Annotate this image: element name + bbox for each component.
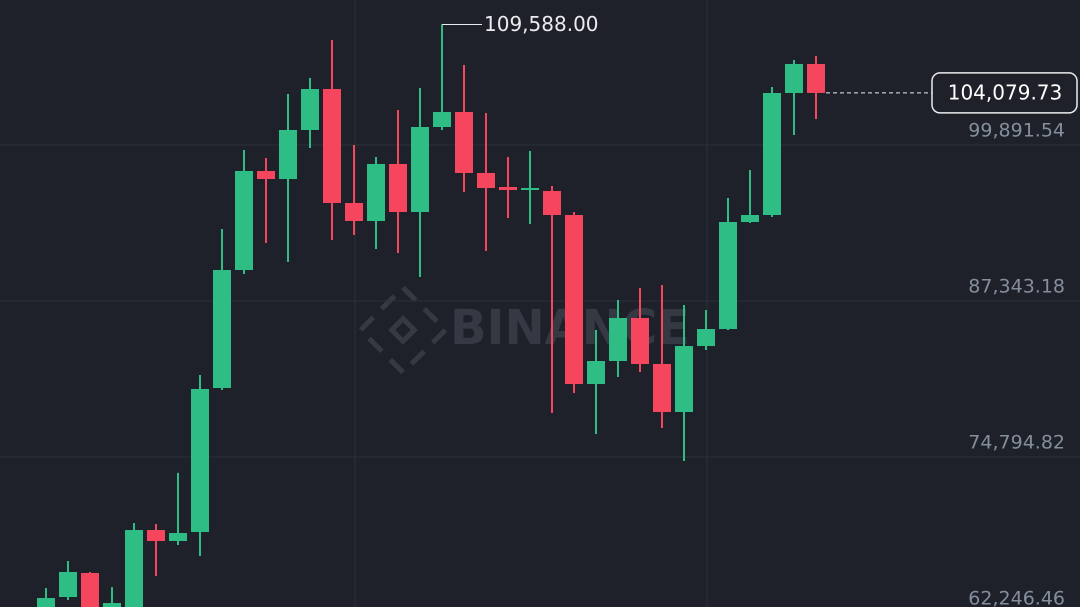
candle-body: [59, 572, 77, 598]
candle-body: [81, 573, 99, 607]
candle-body: [213, 270, 231, 389]
candle-body: [37, 598, 55, 607]
candle-body: [323, 89, 341, 204]
candle-body: [521, 188, 539, 191]
candle-body: [587, 361, 605, 385]
candle-body: [279, 130, 297, 180]
candle-body: [785, 63, 803, 94]
candle-body: [169, 533, 187, 542]
candle-body: [499, 187, 517, 191]
candle-body: [257, 171, 275, 180]
candle-body: [301, 89, 319, 131]
last-price-box: [931, 72, 1078, 114]
candle-body: [389, 164, 407, 213]
y-tick-label: 99,891.54: [968, 120, 1065, 142]
y-tick-label: 74,794.82: [968, 432, 1065, 454]
candle-body: [543, 191, 561, 216]
y-tick-label: 87,343.18: [968, 276, 1065, 298]
candle-body: [191, 389, 209, 533]
candle-body: [719, 222, 737, 330]
last-price-label: 104,079.73: [948, 80, 1063, 104]
candle-body: [147, 530, 165, 542]
candle-body: [697, 329, 715, 347]
candle-body: [565, 215, 583, 385]
candle-body: [675, 346, 693, 413]
candle-body: [807, 63, 825, 93]
candle-body: [367, 164, 385, 222]
candle-body: [609, 318, 627, 362]
candle-body: [345, 203, 363, 222]
candle-body: [455, 111, 473, 174]
y-tick-label: 62,246.46: [968, 588, 1065, 607]
candle-body: [631, 318, 649, 365]
candle-body: [411, 127, 429, 213]
candle-body: [235, 171, 253, 271]
candle-body: [741, 215, 759, 223]
candle-body: [125, 530, 143, 607]
candle-body: [103, 603, 121, 607]
candle-body: [433, 111, 451, 128]
high-marker-label: 109,588.00: [484, 12, 599, 36]
candle-body: [477, 173, 495, 189]
candle-body: [763, 93, 781, 216]
candle-body: [653, 364, 671, 413]
